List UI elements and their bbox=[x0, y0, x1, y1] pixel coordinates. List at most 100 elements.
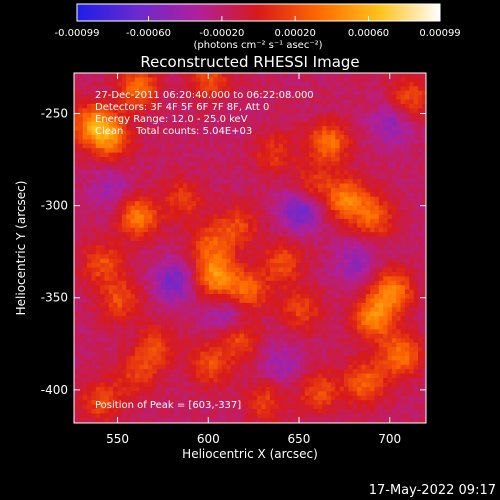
heatmap-cell bbox=[418, 161, 423, 167]
heatmap-cell bbox=[269, 298, 275, 304]
heatmap-cell bbox=[187, 325, 192, 330]
heatmap-cell bbox=[291, 187, 297, 193]
heatmap-cell bbox=[182, 143, 188, 149]
heatmap-cell bbox=[269, 289, 275, 295]
heatmap-cell bbox=[148, 77, 153, 83]
heatmap-cell bbox=[208, 121, 214, 127]
heatmap-cell bbox=[400, 108, 406, 114]
heatmap-cell bbox=[422, 236, 426, 242]
heatmap-cell bbox=[396, 152, 401, 158]
heatmap-cell bbox=[100, 289, 105, 295]
heatmap-cell bbox=[174, 143, 179, 149]
heatmap-cell bbox=[222, 148, 227, 153]
heatmap-cell bbox=[422, 170, 426, 176]
heatmap-cell bbox=[357, 311, 362, 317]
heatmap-cell bbox=[156, 298, 162, 304]
heatmap-cell bbox=[409, 90, 415, 96]
heatmap-cell bbox=[383, 179, 388, 184]
heatmap-cell bbox=[352, 307, 358, 313]
heatmap-cell bbox=[169, 192, 175, 198]
heatmap-cell bbox=[222, 342, 227, 348]
heatmap-cell bbox=[296, 187, 301, 193]
heatmap-cell bbox=[217, 329, 223, 335]
heatmap-cell bbox=[413, 139, 419, 145]
heatmap-cell bbox=[239, 267, 245, 273]
heatmap-cell bbox=[178, 311, 184, 317]
heatmap-cell bbox=[413, 254, 419, 260]
heatmap-cell bbox=[178, 90, 184, 96]
heatmap-cell bbox=[278, 254, 284, 260]
heatmap-cell bbox=[348, 134, 354, 140]
heatmap-cell bbox=[235, 126, 240, 131]
heatmap-cell bbox=[391, 320, 397, 326]
heatmap-cell bbox=[95, 333, 101, 339]
heatmap-cell bbox=[365, 218, 371, 224]
heatmap-cell bbox=[226, 320, 232, 326]
heatmap-cell bbox=[374, 245, 380, 251]
heatmap-cell bbox=[235, 99, 240, 105]
heatmap-cell bbox=[261, 316, 266, 321]
heatmap-cell bbox=[91, 99, 97, 105]
heatmap-cell bbox=[404, 86, 410, 92]
heatmap-cell bbox=[78, 174, 84, 180]
heatmap-cell bbox=[352, 302, 358, 308]
heatmap-cell bbox=[400, 338, 406, 344]
heatmap-cell bbox=[409, 329, 415, 335]
heatmap-cell bbox=[226, 192, 232, 198]
heatmap-cell bbox=[348, 108, 354, 114]
heatmap-cell bbox=[239, 187, 245, 193]
heatmap-cell bbox=[300, 192, 306, 198]
heatmap-cell bbox=[174, 232, 179, 237]
heatmap-cell bbox=[204, 196, 210, 202]
heatmap-cell bbox=[335, 170, 341, 176]
heatmap-cell bbox=[418, 302, 423, 308]
heatmap-cell bbox=[191, 210, 197, 215]
heatmap-cell bbox=[413, 218, 419, 224]
heatmap-cell bbox=[82, 157, 88, 162]
heatmap-cell bbox=[365, 267, 371, 273]
heatmap-cell bbox=[95, 338, 101, 344]
heatmap-cell bbox=[222, 280, 227, 286]
heatmap-cell bbox=[313, 161, 319, 167]
heatmap-cell bbox=[400, 170, 406, 176]
heatmap-cell bbox=[222, 157, 227, 162]
heatmap-cell bbox=[413, 227, 419, 233]
heatmap-cell bbox=[130, 152, 136, 158]
heatmap-cell bbox=[309, 143, 314, 149]
heatmap-cell bbox=[222, 338, 227, 344]
heatmap-cell bbox=[222, 294, 227, 299]
heatmap-cell bbox=[104, 179, 110, 184]
heatmap-cell bbox=[317, 157, 323, 162]
heatmap-cell bbox=[100, 280, 105, 286]
heatmap-cell bbox=[404, 236, 410, 242]
heatmap-cell bbox=[413, 289, 419, 295]
heatmap-cell bbox=[339, 95, 345, 100]
heatmap-cell bbox=[330, 218, 336, 224]
heatmap-cell bbox=[156, 316, 162, 321]
heatmap-cell bbox=[134, 263, 140, 268]
heatmap-cell bbox=[418, 121, 423, 127]
heatmap-cell bbox=[409, 126, 415, 131]
heatmap-cell bbox=[383, 99, 388, 105]
heatmap-cell bbox=[418, 170, 423, 176]
heatmap-cell bbox=[239, 139, 245, 145]
heatmap-cell bbox=[265, 205, 271, 211]
heatmap-cell bbox=[335, 258, 341, 264]
heatmap-cell bbox=[391, 196, 397, 202]
heatmap-cell bbox=[396, 161, 401, 167]
heatmap-cell bbox=[317, 179, 323, 184]
heatmap-cell bbox=[82, 294, 88, 299]
heatmap-cell bbox=[235, 338, 240, 344]
heatmap-cell bbox=[352, 294, 358, 299]
heatmap-cell bbox=[74, 205, 79, 211]
heatmap-cell bbox=[265, 165, 271, 171]
heatmap-cell bbox=[256, 108, 262, 114]
heatmap-cell bbox=[139, 205, 145, 211]
heatmap-cell bbox=[152, 143, 158, 149]
heatmap-cell bbox=[339, 267, 345, 273]
heatmap-cell bbox=[256, 280, 262, 286]
heatmap-cell bbox=[126, 342, 132, 348]
heatmap-cell bbox=[100, 205, 105, 211]
heatmap-cell bbox=[134, 285, 140, 291]
heatmap-cell bbox=[134, 232, 140, 237]
